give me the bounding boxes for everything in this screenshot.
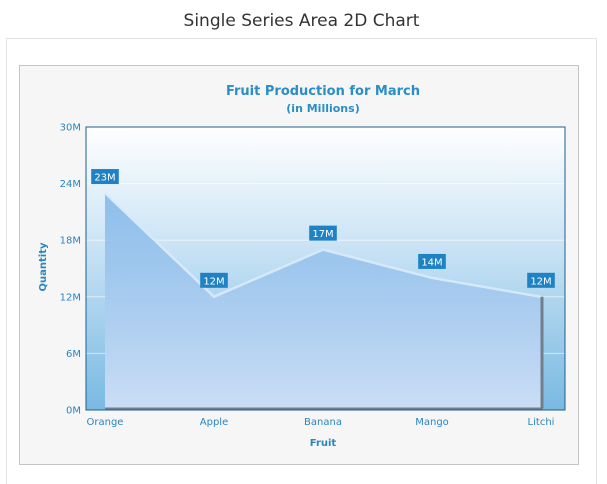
chart-subtitle: (in Millions) bbox=[286, 102, 359, 115]
y-tick-label: 12M bbox=[60, 292, 81, 303]
area-outline bbox=[104, 192, 542, 299]
data-label: 12M bbox=[203, 276, 224, 287]
data-labels: 23M 12M 17M 14M 12M bbox=[91, 169, 555, 288]
x-axis-ticks: Orange Apple Banana Mango Litchi bbox=[87, 417, 555, 428]
data-label-box bbox=[418, 253, 446, 269]
y-tick-label: 18M bbox=[60, 236, 81, 247]
x-tick-label: Orange bbox=[87, 417, 124, 428]
y-tick-label: 30M bbox=[60, 123, 81, 134]
x-tick-label: Banana bbox=[304, 417, 342, 428]
page-body bbox=[6, 39, 597, 484]
y-axis-title: Quantity bbox=[38, 242, 49, 291]
data-label: 17M bbox=[312, 229, 333, 240]
data-label: 12M bbox=[530, 276, 551, 287]
y-tick-label: 24M bbox=[60, 179, 81, 190]
x-axis-title: Fruit bbox=[310, 438, 337, 449]
data-label-box bbox=[309, 225, 337, 241]
chart-title: Fruit Production for March bbox=[226, 84, 420, 99]
data-label: 14M bbox=[421, 257, 442, 268]
data-label-box bbox=[200, 272, 228, 288]
data-label-box bbox=[527, 272, 555, 288]
x-tick-label: Apple bbox=[200, 417, 228, 428]
area-fill bbox=[105, 193, 541, 408]
page-header: Single Series Area 2D Chart bbox=[6, 0, 597, 39]
data-label: 23M bbox=[94, 173, 115, 184]
y-tick-label: 6M bbox=[66, 349, 81, 360]
area-series bbox=[104, 192, 544, 411]
y-tick-label: 0M bbox=[66, 406, 81, 417]
x-tick-label: Mango bbox=[415, 417, 449, 428]
page-title: Single Series Area 2D Chart bbox=[183, 11, 420, 31]
plot-border bbox=[85, 126, 566, 411]
y-axis-ticks: 0M 6M 12M 18M 24M 30M bbox=[60, 123, 81, 417]
x-tick-label: Litchi bbox=[528, 417, 555, 428]
data-label-box bbox=[91, 169, 119, 185]
